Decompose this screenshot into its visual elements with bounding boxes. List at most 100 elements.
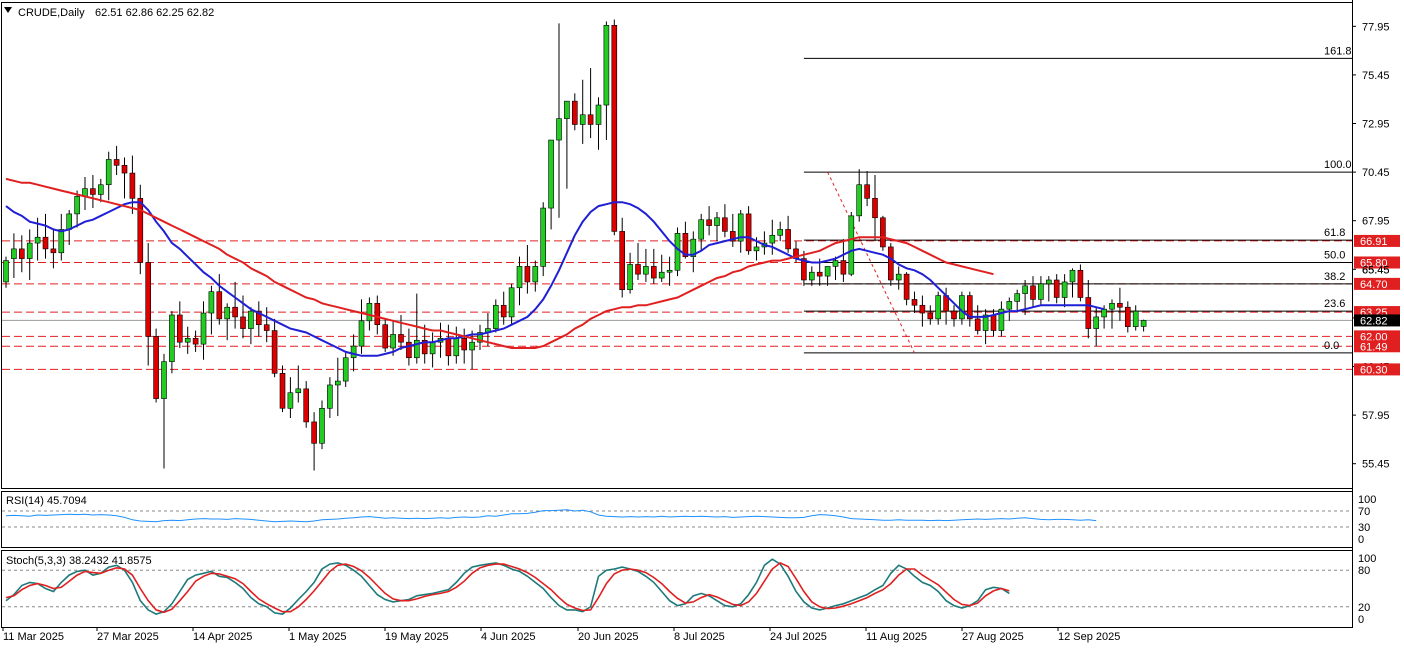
stochastic-label: Stoch(5,3,3) 38.2432 41.8575 bbox=[6, 555, 152, 567]
bullish-candle bbox=[564, 100, 570, 119]
rsi-axis-label: 0 bbox=[1358, 534, 1364, 546]
bearish-candle bbox=[587, 114, 594, 125]
price-axis-label: 57.95 bbox=[1362, 410, 1390, 422]
bullish-candle bbox=[1061, 281, 1068, 298]
fibonacci-level-label: 50.0 bbox=[1324, 249, 1345, 261]
bearish-candle bbox=[240, 316, 246, 329]
bullish-candle bbox=[690, 238, 697, 257]
time-axis-label: 27 Mar 2025 bbox=[97, 631, 159, 643]
time-axis-label: 11 Aug 2025 bbox=[866, 631, 927, 643]
bullish-candle bbox=[105, 159, 112, 186]
bullish-candle bbox=[390, 334, 396, 349]
bullish-candle bbox=[959, 295, 965, 320]
fibonacci-level-label: 0.0 bbox=[1324, 340, 1339, 352]
bearish-candle bbox=[192, 338, 199, 345]
bearish-candle bbox=[872, 198, 878, 219]
bullish-candle bbox=[1014, 293, 1021, 302]
bullish-candle bbox=[169, 314, 175, 362]
bullish-candle bbox=[366, 303, 373, 322]
time-axis-label: 14 Apr 2025 bbox=[193, 631, 252, 643]
bullish-candle bbox=[161, 361, 167, 399]
price-axis-label: 70.45 bbox=[1362, 167, 1390, 179]
bearish-candle bbox=[729, 231, 736, 242]
bullish-candle bbox=[579, 114, 586, 125]
bearish-candle bbox=[919, 304, 926, 314]
bearish-candle bbox=[1053, 279, 1060, 298]
bearish-candle bbox=[279, 373, 286, 409]
bullish-candle bbox=[74, 196, 80, 215]
bullish-candle bbox=[11, 248, 17, 259]
fibonacci-level-label: 61.8 bbox=[1324, 227, 1345, 239]
bearish-candle bbox=[706, 219, 712, 226]
bullish-candle bbox=[935, 295, 942, 320]
bullish-candle bbox=[334, 380, 341, 386]
bullish-candle bbox=[698, 219, 705, 240]
bullish-candle bbox=[413, 339, 420, 359]
level-price-label: 60.30 bbox=[1360, 364, 1388, 376]
bearish-candle bbox=[816, 271, 823, 277]
bearish-candle bbox=[1077, 269, 1084, 298]
bearish-candle bbox=[650, 266, 657, 279]
bullish-candle bbox=[824, 266, 831, 277]
bearish-candle bbox=[113, 159, 120, 166]
stochastic-main-line bbox=[5, 558, 1010, 615]
bearish-candle bbox=[722, 217, 728, 232]
bullish-candle bbox=[200, 312, 207, 345]
bearish-candle bbox=[966, 295, 973, 320]
bearish-candle bbox=[990, 314, 997, 331]
stochastic-axis-label: 80 bbox=[1358, 565, 1370, 577]
bullish-candle bbox=[666, 269, 673, 273]
bearish-candle bbox=[619, 231, 626, 291]
rsi-axis-label: 100 bbox=[1358, 494, 1376, 506]
bullish-candle bbox=[643, 266, 649, 275]
stochastic-axis-label: 0 bbox=[1358, 614, 1364, 626]
time-axis-label: 19 May 2025 bbox=[385, 631, 449, 643]
level-price-box bbox=[1354, 277, 1400, 290]
bearish-candle bbox=[129, 172, 136, 199]
bearish-candle bbox=[255, 310, 262, 326]
bullish-candle bbox=[982, 314, 989, 331]
rsi-pane bbox=[1, 491, 1353, 548]
bearish-candle bbox=[682, 233, 689, 257]
bullish-candle bbox=[492, 304, 499, 329]
bearish-candle bbox=[271, 330, 278, 374]
bullish-candle bbox=[184, 338, 191, 343]
bullish-candle bbox=[224, 306, 230, 320]
stochastic-axis-label: 100 bbox=[1358, 553, 1376, 565]
bearish-candle bbox=[421, 339, 428, 355]
triangle-down-icon[interactable] bbox=[4, 7, 12, 13]
bearish-candle bbox=[382, 324, 389, 349]
bullish-candle bbox=[540, 207, 547, 267]
rsi-axis-label: 30 bbox=[1358, 522, 1370, 534]
bullish-candle bbox=[350, 345, 357, 359]
bullish-candle bbox=[1046, 279, 1052, 285]
level-price-label: 64.70 bbox=[1360, 279, 1388, 291]
stochastic-axis-label: 20 bbox=[1358, 602, 1370, 614]
bullish-candle bbox=[1140, 320, 1147, 327]
fibonacci-level-label: 161.8 bbox=[1324, 45, 1352, 57]
bullish-candle bbox=[453, 338, 460, 357]
bullish-candle bbox=[848, 215, 855, 275]
bullish-candle bbox=[777, 229, 784, 236]
bearish-candle bbox=[785, 229, 791, 250]
bearish-candle bbox=[18, 248, 25, 259]
bearish-candle bbox=[311, 421, 317, 444]
time-axis-label: 20 Jun 2025 bbox=[578, 631, 639, 643]
time-axis-label: 27 Aug 2025 bbox=[962, 631, 1024, 643]
bullish-candle bbox=[1132, 310, 1139, 327]
bearish-candle bbox=[153, 336, 159, 399]
bearish-candle bbox=[880, 217, 886, 248]
time-axis-label: 11 Mar 2025 bbox=[3, 631, 64, 643]
bearish-candle bbox=[374, 303, 381, 326]
level-price-box bbox=[1354, 256, 1400, 269]
bearish-candle bbox=[137, 198, 144, 263]
bearish-candle bbox=[1117, 303, 1123, 308]
bullish-candle bbox=[516, 266, 523, 289]
bullish-candle bbox=[658, 271, 665, 279]
bearish-candle bbox=[1085, 297, 1092, 329]
bullish-candle bbox=[998, 308, 1005, 331]
bullish-candle bbox=[1101, 308, 1107, 318]
bearish-candle bbox=[42, 236, 49, 250]
